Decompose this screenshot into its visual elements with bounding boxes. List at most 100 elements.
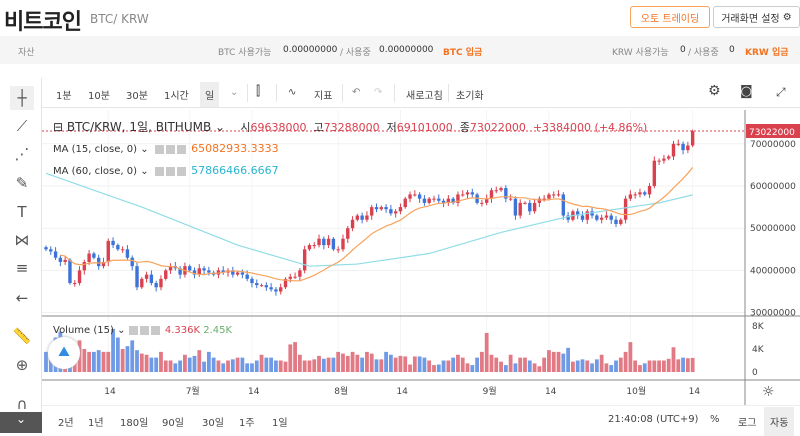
ruler-icon[interactable]: 📏 <box>12 327 32 345</box>
refresh-button[interactable]: 새로고침 <box>406 91 443 102</box>
eye-icon[interactable] <box>154 144 164 154</box>
reset-button[interactable]: 초기화 <box>456 91 484 102</box>
settings-icon[interactable]: ⚙ <box>708 83 721 99</box>
zoom-in-icon[interactable]: ⊕ <box>15 356 29 374</box>
candle-body <box>403 198 407 208</box>
candle-body <box>437 198 441 201</box>
volume-bar <box>642 363 647 372</box>
candle-body <box>106 240 110 262</box>
crosshair-icon[interactable]: ┼ <box>10 86 34 110</box>
interval-day[interactable]: 일 <box>200 82 220 107</box>
fullscreen-icon[interactable]: ⤢ <box>776 85 786 99</box>
price-tick-label: 70000000 <box>750 140 796 150</box>
volume-bar <box>590 363 594 372</box>
brush-icon[interactable]: ✎ <box>15 174 29 192</box>
screen-settings-button[interactable]: 거래화면 설정 ⚙ <box>713 6 800 28</box>
camera-icon[interactable]: ◙ <box>740 84 753 99</box>
interval-1h[interactable]: 1시간 <box>164 91 189 102</box>
undo-icon[interactable]: ↶ <box>352 87 361 98</box>
log-toggle[interactable]: 로그 <box>738 418 757 429</box>
volume-label[interactable]: Volume (15) <box>53 325 114 336</box>
indicator-icon[interactable]: ∿ <box>288 87 297 98</box>
eye-icon[interactable] <box>154 166 164 176</box>
candle-body <box>470 192 475 195</box>
candle-body <box>120 249 125 251</box>
gear-icon[interactable] <box>165 144 175 154</box>
gear-icon[interactable] <box>139 325 149 335</box>
volume-bar <box>250 363 254 372</box>
gear-icon[interactable] <box>165 166 175 176</box>
candle-body <box>168 266 173 271</box>
ma60-label[interactable]: MA (60, close, 0) <box>53 166 138 177</box>
volume-bar <box>111 328 115 372</box>
candle-body <box>393 211 398 214</box>
candle-body <box>643 192 647 195</box>
volume-bar <box>183 354 187 372</box>
volume-tick-label: 8K <box>752 322 765 332</box>
range-90d[interactable]: 90일 <box>162 418 184 429</box>
close-icon[interactable] <box>150 325 160 335</box>
sun-icon[interactable]: ☼ <box>762 384 775 400</box>
volume-bar <box>254 360 259 372</box>
krw-deposit-link[interactable]: KRW 입금 <box>745 48 789 58</box>
text-icon[interactable]: T <box>17 203 27 221</box>
range-1d[interactable]: 1일 <box>272 418 288 429</box>
close-icon[interactable] <box>176 144 186 154</box>
candle-body <box>561 194 566 216</box>
trendline-icon[interactable]: ⟋ <box>16 117 28 135</box>
candle-body <box>599 217 604 220</box>
close-value: 73022000 <box>469 121 526 134</box>
collapse-toolbar-button[interactable]: ⌄ <box>0 412 42 433</box>
magnet-icon[interactable]: ∩ <box>16 395 28 413</box>
btc-deposit-link[interactable]: BTC 입금 <box>443 48 483 58</box>
candle-body <box>307 245 312 250</box>
interval-10m[interactable]: 10분 <box>88 91 110 102</box>
indicator-button[interactable]: 지표 <box>314 91 333 102</box>
candle-body <box>628 194 633 199</box>
volume-tick-label: 0 <box>752 368 758 378</box>
volume-bar <box>317 355 321 372</box>
symbol-label[interactable]: BTC/KRW, 1일, BITHUMB <box>66 120 212 134</box>
eye-icon[interactable] <box>128 325 138 335</box>
interval-1m[interactable]: 1분 <box>56 91 72 102</box>
pitchfork-icon[interactable]: ⋰ <box>14 145 30 163</box>
volume-bar <box>230 359 235 372</box>
percent-toggle[interactable]: % <box>710 414 720 425</box>
price-chart[interactable]: 70000000 60000000 50000000 40000000 30000000… <box>42 110 800 405</box>
ma15-label[interactable]: MA (15, close, 0) <box>53 144 138 155</box>
fib-icon[interactable]: ≡ <box>15 259 29 277</box>
range-2y[interactable]: 2년 <box>58 418 74 429</box>
date-tick-label: 8월 <box>334 385 348 397</box>
auto-toggle[interactable]: 자동 <box>764 407 795 436</box>
volume-bar <box>259 354 264 372</box>
candle-type-icon[interactable]: ⫿ <box>256 84 261 99</box>
candle-body <box>111 240 115 246</box>
collapse-icon[interactable]: ⊟ <box>53 120 64 134</box>
close-icon[interactable] <box>176 166 186 176</box>
interval-dropdown-icon[interactable]: ⌄ <box>230 87 239 98</box>
interval-30m[interactable]: 30분 <box>126 91 148 102</box>
candle-body <box>135 266 139 288</box>
back-arrow-icon[interactable]: ← <box>15 289 29 307</box>
volume-bar <box>551 351 556 372</box>
volume-bar <box>494 357 499 372</box>
date-tick-label: 14 <box>104 387 116 397</box>
range-30d[interactable]: 30일 <box>202 418 224 429</box>
candle-body <box>667 156 671 159</box>
btc-avail-label: BTC 사용가능 <box>218 48 272 58</box>
candle-body <box>202 268 206 271</box>
candle-body <box>346 228 350 239</box>
candle-body <box>417 194 422 199</box>
auto-trading-button[interactable]: 오토 트레이딩 <box>630 6 710 28</box>
date-tick-label: 10월 <box>626 385 646 397</box>
range-180d[interactable]: 180일 <box>120 418 149 429</box>
candle-body <box>422 198 427 203</box>
volume-bar <box>120 349 125 372</box>
candle-body <box>302 249 307 271</box>
candle-body <box>207 270 211 273</box>
redo-icon[interactable]: ↷ <box>374 87 383 98</box>
range-1w[interactable]: 1주 <box>239 418 255 429</box>
pattern-icon[interactable]: ⋈ <box>14 231 30 249</box>
range-1y[interactable]: 1년 <box>88 418 104 429</box>
candle-body <box>49 249 53 252</box>
